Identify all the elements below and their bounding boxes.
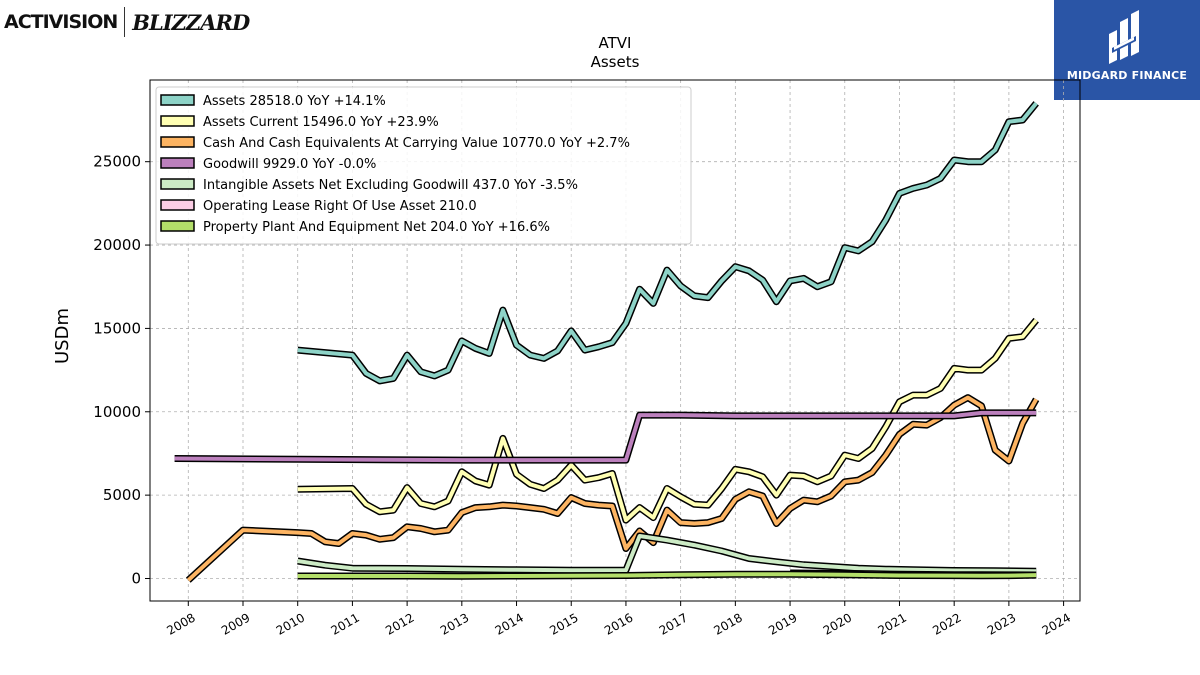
legend-label: Cash And Cash Equivalents At Carrying Va… — [203, 136, 630, 151]
activision-blizzard-logo: ACTIVISION BLIZZARD — [4, 4, 250, 40]
legend-label: Goodwill 9929.0 YoY -0.0% — [203, 157, 376, 172]
y-tick-label: 5000 — [103, 486, 141, 504]
plot-frame — [149, 79, 1081, 602]
y-tick-label: 10000 — [93, 403, 141, 421]
legend-label: Intangible Assets Net Excluding Goodwill… — [203, 178, 578, 193]
x-tick-label: 2020 — [821, 610, 854, 637]
legend-swatch — [160, 220, 195, 232]
x-tick-label: 2021 — [876, 610, 909, 637]
logo-divider — [124, 7, 126, 37]
x-tick-label: 2015 — [547, 610, 580, 637]
legend-box — [155, 86, 692, 245]
x-tick-label: 2013 — [438, 610, 471, 637]
x-tick-label: 2010 — [274, 610, 307, 637]
series-line — [297, 318, 1038, 523]
legend-item: Operating Lease Right Of Use Asset 210.0 — [160, 199, 477, 214]
x-axis: 2008 2009 2010 2011 2012 2013 2014 2015 2016 2017… — [164, 601, 1073, 638]
legend-swatch — [160, 136, 195, 148]
series-line — [297, 534, 1037, 574]
x-tick-label: 2018 — [711, 610, 744, 637]
x-tick-label: 2009 — [219, 610, 252, 637]
series-line — [297, 572, 1037, 579]
x-tick-label: 2011 — [328, 610, 361, 637]
series-line — [186, 395, 1038, 582]
series-assets — [297, 101, 1039, 385]
y-tick-label: 0 — [131, 569, 141, 587]
legend-label: Property Plant And Equipment Net 204.0 Y… — [203, 220, 550, 235]
legend-item: Assets 28518.0 YoY +14.1% — [160, 94, 386, 109]
x-tick-label: 2022 — [930, 610, 963, 637]
legend-label: Operating Lease Right Of Use Asset 210.0 — [203, 199, 477, 214]
legend-swatch — [160, 199, 195, 211]
series-cash-and-cash-equivalents-at-carrying-value — [185, 394, 1040, 583]
chart-title: ATVI — [599, 34, 632, 52]
y-tick-label: 15000 — [93, 319, 141, 337]
y-axis: 0 5000 10000 15000 20000 25000 — [93, 153, 150, 587]
legend-swatch — [160, 94, 195, 106]
legend-label: Assets 28518.0 YoY +14.1% — [203, 94, 386, 109]
x-tick-label: 2017 — [657, 610, 690, 637]
series-lines — [174, 101, 1040, 583]
x-tick-label: 2019 — [766, 610, 799, 637]
legend-swatch — [160, 157, 195, 169]
midgard-finance-logo: MIDGARD FINANCE — [1054, 0, 1200, 100]
chart-subtitle: Assets — [591, 53, 640, 71]
series-goodwill — [174, 409, 1037, 464]
series-line — [174, 410, 1037, 463]
y-tick-label: 25000 — [93, 153, 141, 171]
series-line — [297, 102, 1038, 383]
legend-item: Assets Current 15496.0 YoY +23.9% — [160, 115, 439, 130]
x-tick-label: 2014 — [493, 610, 526, 637]
legend-swatch — [160, 115, 195, 127]
series-outline — [174, 409, 1037, 464]
x-tick-label: 2016 — [602, 610, 635, 637]
midgard-emblem-icon — [1109, 10, 1139, 64]
legend-item: Cash And Cash Equivalents At Carrying Va… — [160, 136, 630, 151]
legend-item: Intangible Assets Net Excluding Goodwill… — [160, 178, 578, 193]
x-tick-label: 2024 — [1040, 610, 1073, 637]
y-tick-label: 20000 — [93, 236, 141, 254]
x-tick-label: 2012 — [383, 610, 416, 637]
series-property-plant-and-equipment-net — [297, 570, 1037, 580]
legend-swatch — [160, 178, 195, 190]
series-intangible-assets-net-excluding-goodwill — [297, 532, 1037, 575]
legend-item: Goodwill 9929.0 YoY -0.0% — [160, 157, 376, 172]
x-tick-label: 2023 — [985, 610, 1018, 637]
x-tick-label: 2008 — [164, 610, 197, 637]
activision-logo-text: ACTIVISION — [4, 11, 118, 33]
legend-label: Assets Current 15496.0 YoY +23.9% — [203, 115, 439, 130]
y-axis-label: USDm — [52, 308, 73, 364]
series-assets-current — [297, 317, 1039, 524]
legend: Assets 28518.0 YoY +14.1% Assets Current … — [155, 86, 692, 245]
legend-item: Property Plant And Equipment Net 204.0 Y… — [160, 220, 550, 235]
blizzard-logo-text: BLIZZARD — [132, 9, 250, 35]
midgard-finance-text: MIDGARD FINANCE — [1066, 69, 1188, 82]
